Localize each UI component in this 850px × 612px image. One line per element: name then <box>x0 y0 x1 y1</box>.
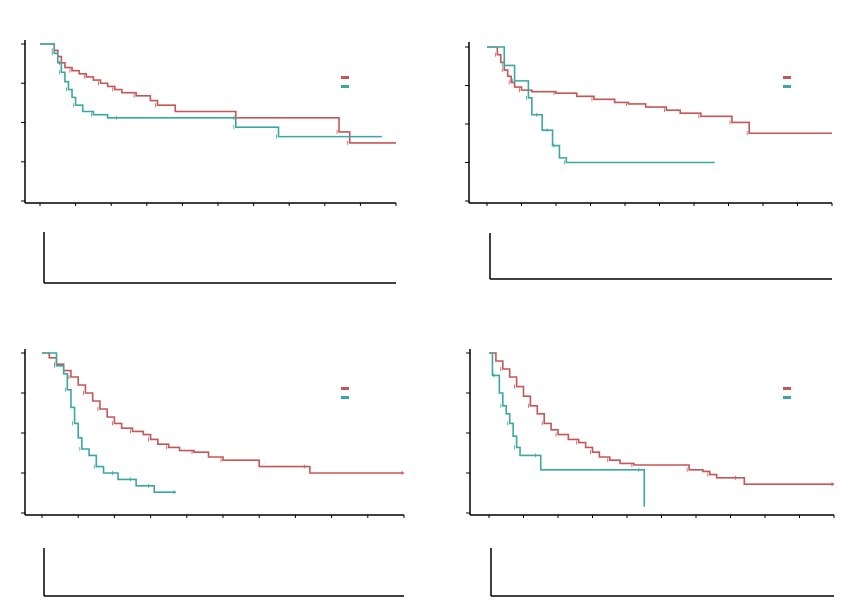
legend <box>783 387 791 399</box>
legend-key-b <box>341 85 349 88</box>
survival-curve-a <box>42 352 404 474</box>
km-panel-4 <box>466 349 835 597</box>
legend-key-b <box>341 396 349 399</box>
survival-curve-b <box>489 352 646 507</box>
legend-key-a <box>341 76 349 79</box>
km-panel-1 <box>21 40 397 284</box>
legend <box>783 76 791 88</box>
survival-curve-b <box>42 352 176 493</box>
survival-curve-a <box>40 43 396 144</box>
km-panel-3 <box>21 349 405 597</box>
legend <box>341 387 349 399</box>
survival-curve-b <box>487 46 715 164</box>
legend-key-a <box>783 387 791 390</box>
legend-key-b <box>783 396 791 399</box>
legend <box>341 76 349 88</box>
legend-key-a <box>341 387 349 390</box>
legend-key-b <box>783 85 791 88</box>
legend-key-a <box>783 76 791 79</box>
survival-curve-a <box>487 46 832 135</box>
survival-curve-b <box>40 43 382 138</box>
survival-curve-a <box>489 352 834 485</box>
km-panel-2 <box>465 42 833 280</box>
